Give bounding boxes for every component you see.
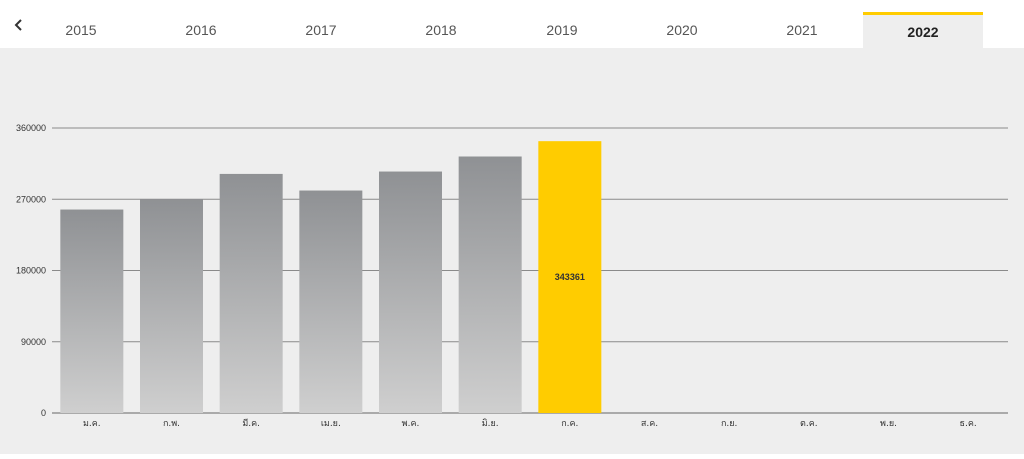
x-tick-label: พ.ค. <box>402 419 420 429</box>
bar-data-label: 343361 <box>555 272 585 282</box>
x-tick-label: ส.ค. <box>641 419 658 429</box>
x-tick-label: ต.ค. <box>800 419 818 429</box>
x-tick-label: ก.ย. <box>721 419 737 429</box>
x-tick-label: เม.ย. <box>321 419 341 429</box>
x-tick-label: ก.ค. <box>561 419 578 429</box>
tab-2020[interactable]: 2020 <box>666 22 698 38</box>
x-tick-label: พ.ย. <box>880 419 897 429</box>
tab-2016[interactable]: 2016 <box>185 22 217 38</box>
x-tick-label: มิ.ย. <box>482 418 499 429</box>
x-tick-label: มี.ค. <box>242 418 260 429</box>
bar[interactable] <box>219 173 283 413</box>
monthly-bar-chart: 0 90000 180000 270000 360000 ม.ค. ก.พ. มี.ค. เม.… <box>16 123 1008 429</box>
y-tick-label: 90000 <box>21 337 46 347</box>
chevron-left-icon[interactable] <box>8 14 30 36</box>
bar[interactable] <box>299 190 363 413</box>
x-tick-label: ธ.ค. <box>960 419 977 429</box>
tab-2021[interactable]: 2021 <box>786 22 818 38</box>
y-tick-label: 0 <box>41 408 46 418</box>
tab-2017[interactable]: 2017 <box>305 22 337 38</box>
y-tick-label: 270000 <box>16 194 46 204</box>
bar[interactable] <box>379 171 442 413</box>
tab-2022[interactable]: 2022 <box>863 12 983 48</box>
x-tick-label: ก.พ. <box>163 419 180 429</box>
tab-2015[interactable]: 2015 <box>65 22 97 38</box>
tab-2018[interactable]: 2018 <box>425 22 457 38</box>
bar[interactable] <box>458 156 522 414</box>
x-tick-label: ม.ค. <box>83 419 101 429</box>
bar[interactable] <box>140 199 203 413</box>
chart-panel: 0 90000 180000 270000 360000 ม.ค. ก.พ. มี.ค. เม.… <box>0 48 1024 454</box>
y-tick-label: 360000 <box>16 123 46 133</box>
year-tab-bar: 2015 2016 2017 2018 2019 2020 2021 2022 <box>0 0 1024 48</box>
bar[interactable] <box>60 209 124 413</box>
tab-2019[interactable]: 2019 <box>546 22 578 38</box>
bar-highlight[interactable] <box>538 141 602 413</box>
y-tick-label: 180000 <box>16 266 46 276</box>
